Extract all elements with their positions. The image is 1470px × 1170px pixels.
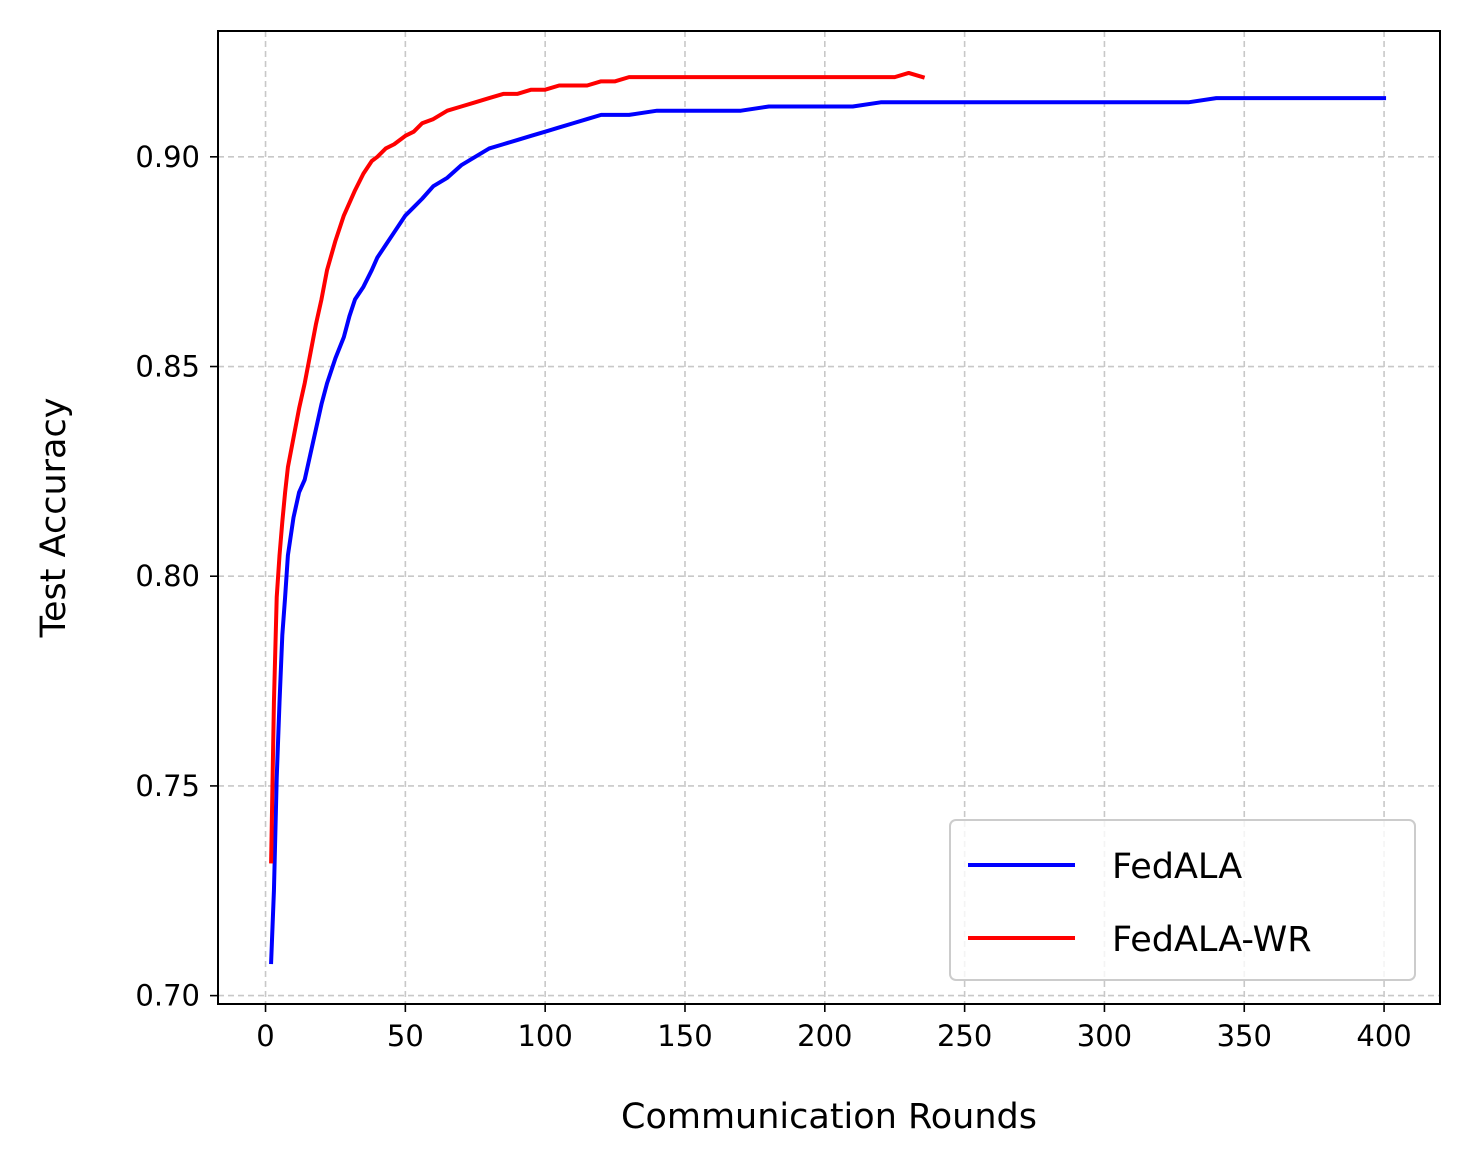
x-tick-label: 400 bbox=[1356, 1019, 1411, 1053]
series-line-fedala bbox=[269, 96, 1387, 965]
y-tick-label: 0.75 bbox=[135, 769, 200, 803]
x-tick-label: 100 bbox=[517, 1019, 572, 1053]
legend: FedALA FedALA-WR bbox=[949, 819, 1416, 981]
x-tick-label: 350 bbox=[1217, 1019, 1272, 1053]
x-tick-label: 50 bbox=[387, 1019, 424, 1053]
y-tick-label: 0.70 bbox=[135, 979, 200, 1013]
y-tick-label: 0.85 bbox=[135, 350, 200, 384]
legend-label-fedala-wr: FedALA-WR bbox=[1112, 920, 1312, 960]
plot-frame bbox=[217, 30, 1441, 1005]
y-axis-label: Test Accuracy bbox=[34, 398, 74, 639]
x-tick-label: 150 bbox=[657, 1019, 712, 1053]
legend-label-fedala: FedALA bbox=[1112, 847, 1242, 887]
x-tick-label: 300 bbox=[1077, 1019, 1132, 1053]
series-line-fedala-wr bbox=[269, 70, 926, 864]
x-tick-label: 200 bbox=[797, 1019, 852, 1053]
y-tick-label: 0.80 bbox=[135, 559, 200, 593]
ticks-layer: 0 50 100 150 200 250 300 350 400 0.70 0.75 0.80 0.85… bbox=[135, 140, 1411, 1053]
x-tick-label: 250 bbox=[937, 1019, 992, 1053]
x-tick-label: 0 bbox=[256, 1019, 274, 1053]
x-axis-label: Communication Rounds bbox=[621, 1097, 1037, 1137]
y-tick-label: 0.90 bbox=[135, 140, 200, 174]
series-layer bbox=[269, 70, 1387, 965]
